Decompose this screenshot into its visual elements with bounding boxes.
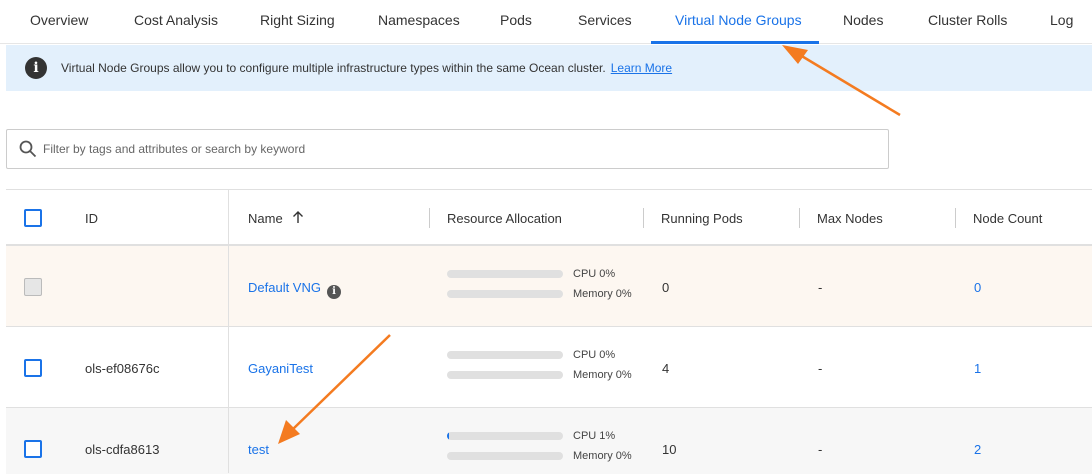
vng-name-link[interactable]: GayaniTest [248,361,314,376]
table-row[interactable]: Default VNG i CPU 0% Memory 0% 0 - 0 [6,246,1092,327]
memory-bar [447,290,563,298]
header-node-count[interactable]: Node Count [973,211,1043,226]
tab-cluster-rolls[interactable]: Cluster Rolls [928,12,1008,28]
info-icon: i [25,57,47,79]
header-resource-allocation[interactable]: Resource Allocation [447,211,562,226]
tab-right-sizing[interactable]: Right Sizing [260,12,335,28]
active-tab-indicator [651,41,819,44]
tab-bar: Overview Cost Analysis Right Sizing Name… [0,0,1092,44]
header-max-nodes[interactable]: Max Nodes [817,211,883,226]
tab-cost-analysis[interactable]: Cost Analysis [134,12,219,28]
tab-virtual-node-groups[interactable]: Virtual Node Groups [675,12,802,28]
table-row[interactable]: ols-ef08676c GayaniTest CPU 0% Memory 0%… [6,327,1092,408]
learn-more-link[interactable]: Learn More [610,61,673,75]
vng-id: ols-ef08676c [85,361,160,376]
select-all-checkbox[interactable] [24,209,42,227]
info-icon[interactable]: i [326,285,341,299]
cpu-bar [447,432,563,440]
header-running-pods[interactable]: Running Pods [661,211,743,226]
column-divider [228,190,229,473]
memory-label: Memory 0% [573,288,632,300]
vng-id: ols-cdfa8613 [85,442,160,457]
tab-log[interactable]: Log [1050,12,1074,28]
cpu-bar [447,270,563,278]
cpu-label: CPU 0% [573,349,616,361]
running-pods: 4 [662,361,670,376]
memory-bar [447,371,563,379]
memory-label: Memory 0% [573,450,632,462]
cpu-label: CPU 0% [573,268,616,280]
node-count-link[interactable]: 2 [974,442,982,457]
memory-bar [447,452,563,460]
cpu-bar [447,351,563,359]
header-name[interactable]: Name [248,211,283,226]
arrow-up-icon[interactable] [292,210,304,224]
tab-services[interactable]: Services [578,12,632,28]
banner-text: Virtual Node Groups allow you to configu… [61,61,606,75]
info-banner: i Virtual Node Groups allow you to confi… [6,45,1092,91]
node-count-link[interactable]: 1 [974,361,982,376]
max-nodes: - [818,442,823,457]
row-checkbox [24,278,42,296]
tab-pods[interactable]: Pods [500,12,532,28]
tab-overview[interactable]: Overview [30,12,89,28]
vng-name-link[interactable]: test [248,442,269,457]
max-nodes: - [818,361,823,376]
vng-table: ID Name Resource Allocation Running Pods… [6,189,1092,474]
tab-namespaces[interactable]: Namespaces [378,12,460,28]
table-header: ID Name Resource Allocation Running Pods… [6,190,1092,246]
running-pods: 0 [662,280,670,295]
running-pods: 10 [662,442,677,457]
search-input[interactable] [43,142,888,156]
header-id[interactable]: ID [85,211,98,226]
row-checkbox[interactable] [24,359,42,377]
max-nodes: - [818,280,823,295]
row-checkbox[interactable] [24,440,42,458]
search-icon [19,140,37,158]
vng-name-link[interactable]: Default VNG i [248,280,341,299]
node-count-link[interactable]: 0 [974,280,982,295]
table-row[interactable]: ols-cdfa8613 test CPU 1% Memory 0% 10 - … [6,408,1092,474]
search-box[interactable] [6,129,889,169]
tab-nodes[interactable]: Nodes [843,12,884,28]
cpu-label: CPU 1% [573,430,616,442]
memory-label: Memory 0% [573,369,632,381]
